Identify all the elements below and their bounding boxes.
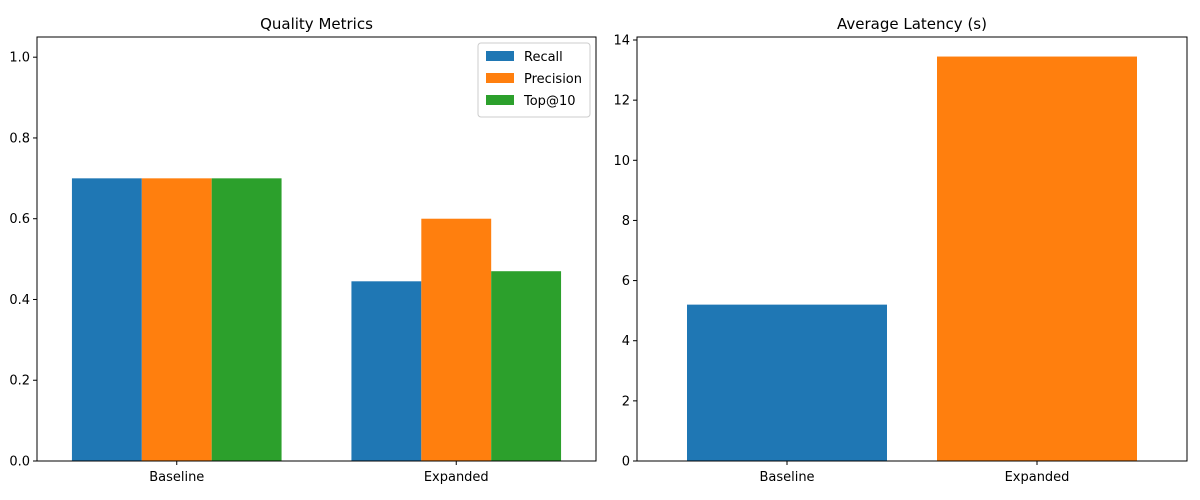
x-tick-label-baseline: Baseline [759, 470, 814, 485]
legend-swatch-precision [486, 73, 514, 83]
legend-swatch-recall [486, 51, 514, 61]
bar-expanded [937, 56, 1137, 461]
bar-baseline [687, 304, 887, 461]
y-tick-label: 0.0 [9, 455, 30, 470]
axes-frame [36, 36, 597, 462]
legend-label-top-10: Top@10 [523, 94, 575, 109]
quality-metrics-title: Quality Metrics [260, 15, 373, 33]
y-tick-label: 14 [613, 34, 630, 49]
y-tick-label: 12 [613, 94, 630, 109]
y-tick-label: 0.4 [9, 293, 30, 308]
y-tick-label: 1.0 [9, 51, 30, 66]
y-tick-label: 10 [613, 154, 630, 169]
y-tick-label: 0.2 [9, 374, 30, 389]
legend-label-recall: Recall [524, 50, 563, 65]
x-tick-label-baseline: Baseline [149, 470, 204, 485]
axes-frame [636, 36, 1188, 462]
bar-top-10-expanded [491, 271, 562, 461]
y-tick-label: 6 [622, 274, 630, 289]
y-tick-label: 0 [622, 455, 630, 470]
bar-precision-baseline [141, 178, 212, 462]
legend: Recall Precision Top@10 [477, 42, 591, 118]
x-tick-label-expanded: Expanded [1005, 470, 1070, 485]
bar-top-10-baseline [211, 178, 282, 462]
bar-precision-expanded [421, 218, 492, 461]
latency-panel: Average Latency (s) 0 2 4 6 8 10 12 14 Baseline E… [613, 15, 1188, 485]
latency-title: Average Latency (s) [837, 15, 987, 33]
bar-recall-baseline [71, 178, 142, 462]
bar-recall-expanded [351, 281, 422, 461]
legend-label-precision: Precision [524, 72, 582, 87]
y-tick-label: 8 [622, 214, 630, 229]
y-tick-label: 4 [622, 334, 630, 349]
y-tick-label: 2 [622, 394, 630, 409]
y-tick-label: 0.8 [9, 131, 30, 146]
quality-metrics-panel: Quality Metrics 0.0 0.2 0.4 0.6 0.8 1.0 Baseli… [9, 15, 597, 485]
x-tick-label-expanded: Expanded [424, 470, 489, 485]
y-tick-label: 0.6 [9, 212, 30, 227]
legend-swatch-top-10 [486, 95, 514, 105]
